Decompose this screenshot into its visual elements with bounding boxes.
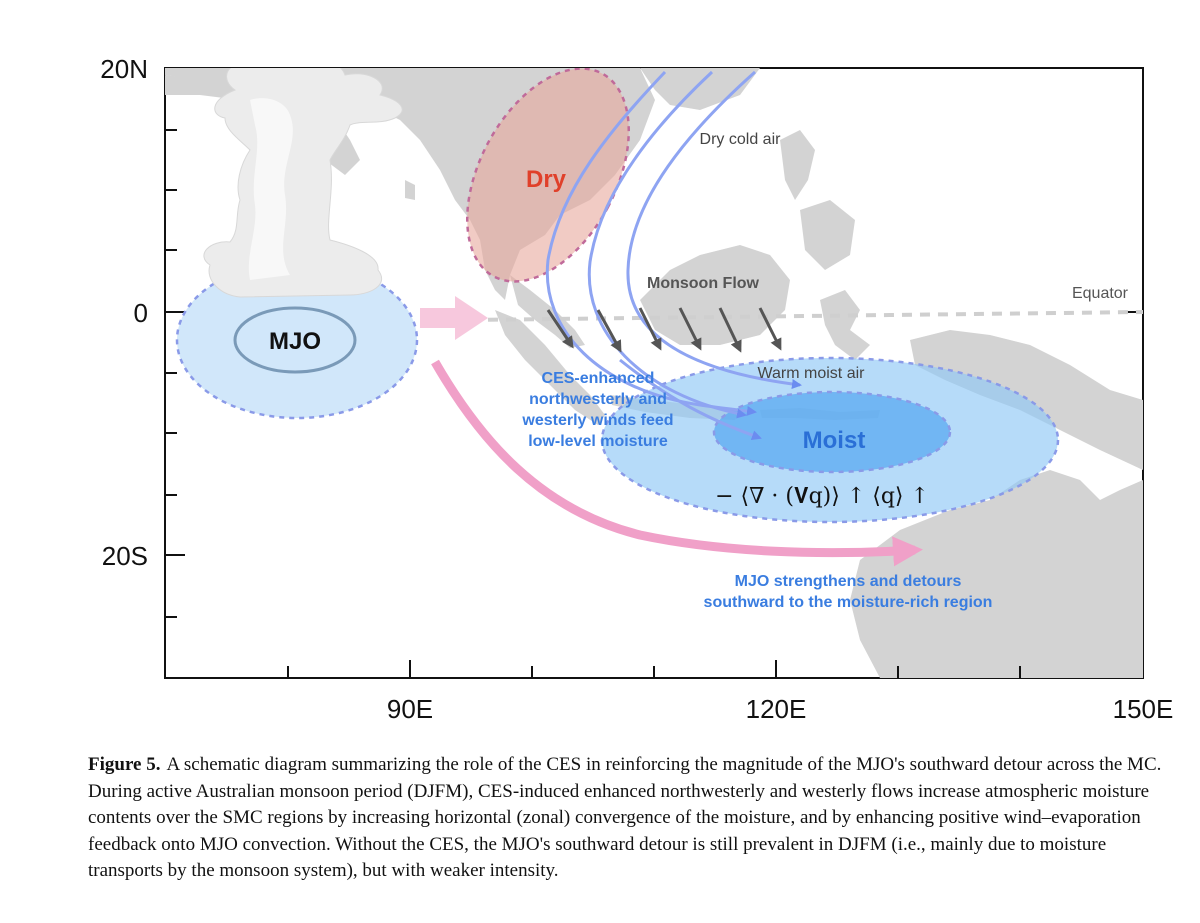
ces-text-line1: CES-enhanced xyxy=(542,370,655,387)
dry-label: Dry xyxy=(526,166,567,193)
caption-text: A schematic diagram summarizing the role… xyxy=(88,754,1162,881)
warm-moist-air-label: Warm moist air xyxy=(758,365,866,382)
ces-text-line3: westerly winds feed xyxy=(521,412,673,429)
mjo-east-arrow-head xyxy=(420,296,488,340)
caption-label: Figure 5. xyxy=(88,754,161,775)
equator-label: Equator xyxy=(1072,285,1129,302)
mjo-label: MJO xyxy=(269,328,321,355)
mjo-inner-ring xyxy=(233,306,357,374)
monsoon-flow-arrows xyxy=(546,307,782,353)
ces-flow-arrows xyxy=(545,70,802,440)
equator-line xyxy=(469,310,1143,322)
x-tick-90e: 90E xyxy=(387,694,433,724)
y-tick-0: 0 xyxy=(134,298,148,328)
ces-text-line4: low-level moisture xyxy=(528,433,668,450)
monsoon-flow-label: Monsoon Flow xyxy=(647,275,760,292)
y-tick-20s: 20S xyxy=(102,541,148,571)
dry-cold-air-label: Dry cold air xyxy=(700,131,782,148)
ces-text-line2: northwesterly and xyxy=(529,391,667,408)
y-tick-20n: 20N xyxy=(100,54,148,84)
x-tick-150e: 150E xyxy=(1113,694,1174,724)
mjo-detour-arrow xyxy=(431,359,923,567)
moist-inner-region xyxy=(712,390,952,474)
cloud-icon xyxy=(203,68,403,298)
moist-label: Moist xyxy=(803,427,866,454)
moisture-convergence-formula: − ⟨∇ · (𝐕q)⟩ ↑ ⟨q⟩ ↑ xyxy=(715,484,929,509)
mjo-detour-text-line2: southward to the moisture-rich region xyxy=(704,594,993,611)
figure-caption: Figure 5. A schematic diagram summarizing… xyxy=(88,752,1168,885)
schematic-map: 20N 0 20S 90E 120E 150E MJO Dry Dry cold… xyxy=(100,54,1174,724)
mjo-detour-text-line1: MJO strengthens and detours xyxy=(735,573,962,590)
x-tick-120e: 120E xyxy=(746,694,807,724)
